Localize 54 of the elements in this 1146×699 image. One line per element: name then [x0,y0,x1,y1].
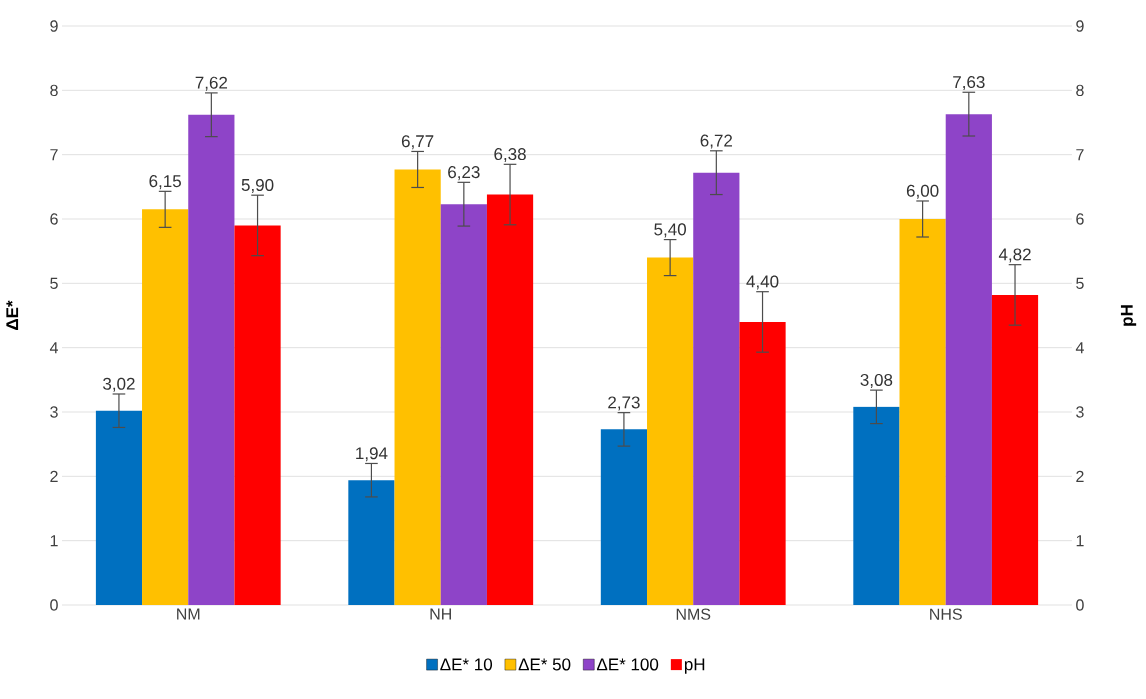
data-label: 4,40 [746,275,779,290]
data-label: 6,72 [700,134,733,149]
y2-tick-label: 7 [1076,149,1084,161]
data-label: 5,90 [241,178,274,193]
bar [348,480,395,605]
bar [142,209,189,605]
y-tick-label: 2 [50,470,58,482]
x-tick-label: NMS [676,608,711,620]
y-tick-label: 8 [50,84,58,96]
x-tick-label: NM [177,608,200,620]
y-tick-label: 3 [50,406,58,418]
y2-tick-label: 1 [1076,535,1084,547]
y2-tick-label: 8 [1076,84,1084,96]
y2-tick-label: 5 [1076,277,1084,289]
data-label: 7,62 [195,76,228,91]
legend-label: ΔE* 100 [596,658,659,671]
y2-tick-label: 0 [1076,599,1084,611]
y-tick-label: 7 [50,149,58,161]
bar [899,219,946,605]
y-tick-label: 5 [50,277,58,289]
y-axis-title: ΔE* [6,300,19,330]
y2-tick-label: 6 [1076,213,1084,225]
y2-tick-label: 2 [1076,470,1084,482]
y-tick-label: 0 [50,599,58,611]
y-tick-label: 1 [50,535,58,547]
data-label: 6,23 [448,166,480,181]
data-label: 1,94 [356,447,388,462]
data-label: 4,82 [998,248,1031,263]
data-label: 6,15 [149,175,181,190]
data-label: 6,38 [494,148,526,163]
x-tick-label: NHS [930,608,962,620]
y-tick-label: 9 [50,20,58,32]
y2-axis-title: pH [1120,305,1137,326]
bar [95,410,143,605]
data-label: 3,08 [860,373,893,388]
data-label: 6,77 [401,135,434,150]
bar [394,169,441,605]
data-label: 7,63 [953,76,985,91]
y-tick-label: 4 [49,342,58,354]
data-label: 5,40 [654,223,687,238]
legend-label: ΔE* 50 [518,658,571,671]
legend-label: ΔE* 10 [440,658,493,671]
y2-tick-label: 9 [1076,20,1084,32]
data-label: 2,73 [608,396,640,411]
bar [600,429,648,605]
legend-label: pH [684,658,705,674]
data-label: 3,02 [103,377,135,392]
y2-tick-label: 3 [1076,406,1084,418]
bar [647,257,694,605]
data-label: 6,00 [906,184,939,199]
y2-tick-label: 4 [1075,342,1084,354]
bar [853,406,900,605]
x-tick-label: NH [430,608,451,620]
y-tick-label: 6 [50,213,58,225]
